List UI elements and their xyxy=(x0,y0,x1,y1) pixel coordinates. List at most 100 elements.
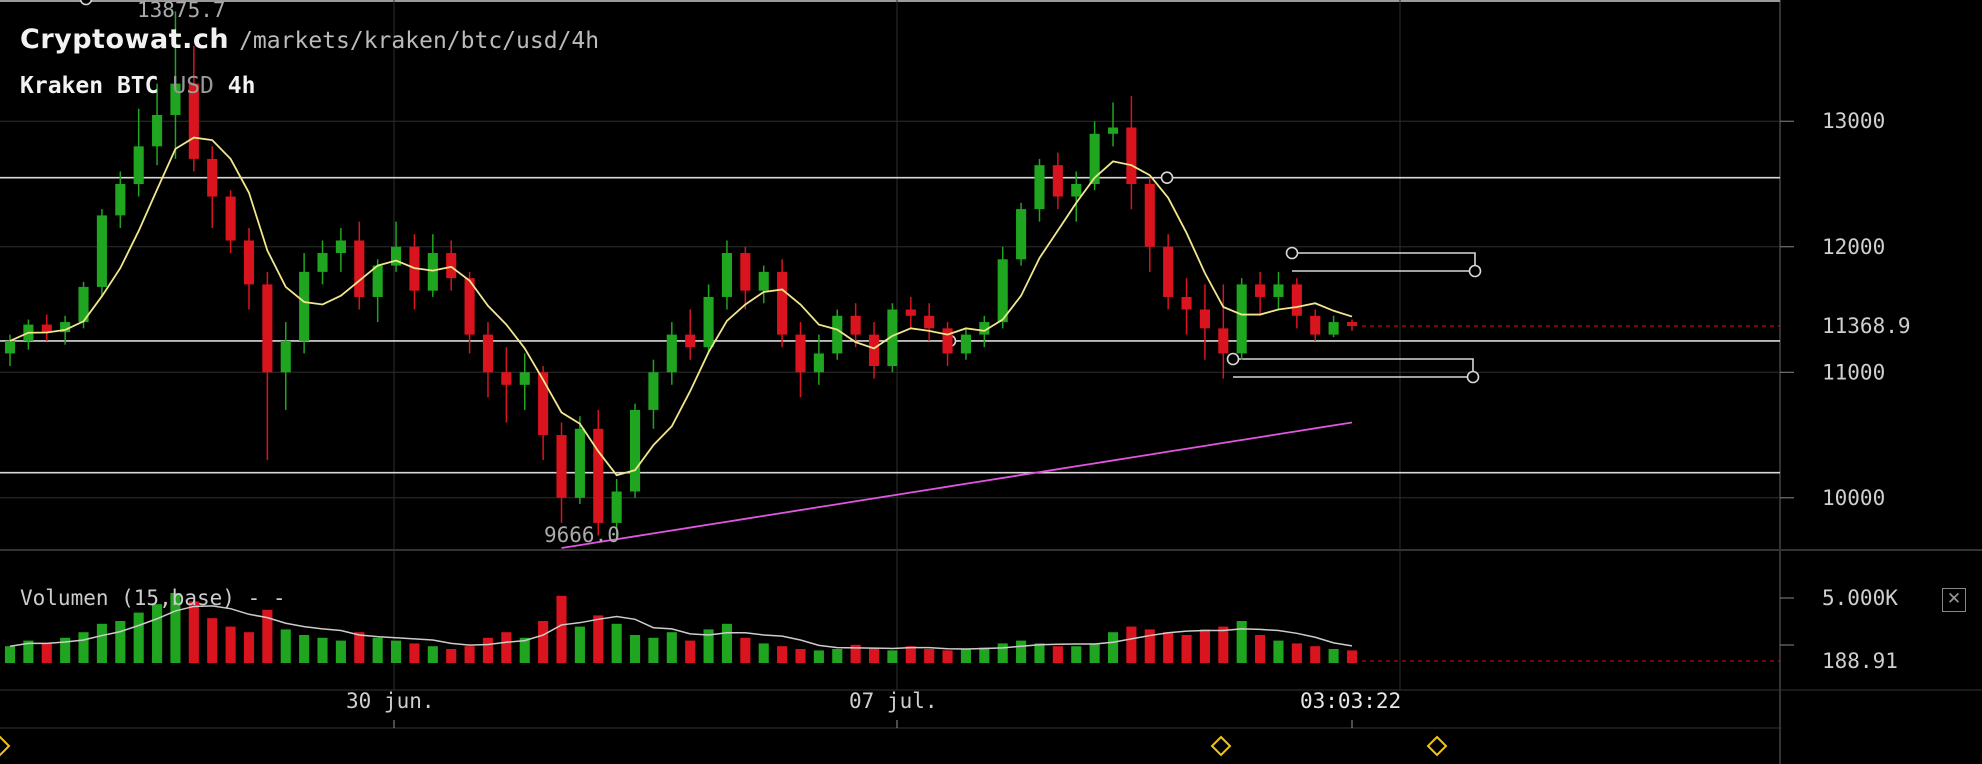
moving-averages xyxy=(9,136,1353,549)
rectangle-handle[interactable] xyxy=(1468,264,1482,278)
axes: 13000 12000 11000 10000 11368.9 13875.7 9666.0… xyxy=(137,0,1911,728)
candle-body xyxy=(666,334,677,373)
candle-body xyxy=(225,196,236,241)
volume-bar xyxy=(593,615,604,663)
volume-bar xyxy=(243,632,255,663)
volume-bar xyxy=(225,626,236,663)
volume-bar xyxy=(1016,640,1027,663)
rectangle-drawing[interactable] xyxy=(1292,252,1476,272)
event-marker-icon[interactable] xyxy=(1210,735,1232,757)
volume-bar xyxy=(1163,632,1174,663)
event-markers[interactable] xyxy=(0,735,1448,757)
volume-bar xyxy=(685,640,696,663)
line-handle[interactable] xyxy=(1160,171,1174,185)
volume-bar xyxy=(905,646,916,663)
interval-label: 4h xyxy=(227,73,256,99)
candle-body xyxy=(1236,284,1247,354)
volume-bar xyxy=(538,621,549,663)
candle-body xyxy=(335,240,346,254)
candle-body xyxy=(942,328,953,354)
volume-ma-line xyxy=(9,605,1353,650)
candle-body xyxy=(905,309,916,316)
candle-body xyxy=(501,372,512,385)
candle-body xyxy=(832,315,843,354)
volume-bar xyxy=(611,623,622,663)
volume-bar xyxy=(4,646,16,663)
rectangle-drawing[interactable] xyxy=(1233,358,1474,378)
line-handle[interactable] xyxy=(79,0,93,6)
candle-body xyxy=(464,278,475,335)
candle-body xyxy=(1089,133,1100,184)
close-icon[interactable]: ✕ xyxy=(1942,588,1966,612)
volume-bar xyxy=(78,632,89,663)
candle-body xyxy=(648,372,659,410)
volume-bar xyxy=(629,635,641,663)
candle-body xyxy=(538,372,549,436)
volume-indicator-label: Volumen (15,base) - - xyxy=(20,586,286,610)
candle-body xyxy=(78,286,89,323)
candle-body xyxy=(1291,284,1302,316)
candle-body xyxy=(1034,165,1045,210)
candle-body xyxy=(207,158,218,197)
rectangle-handle[interactable] xyxy=(1285,246,1299,260)
volume-bar xyxy=(960,649,972,663)
candle-body xyxy=(188,83,199,159)
candle-body xyxy=(593,428,604,523)
candle-body xyxy=(41,324,52,333)
candle-body xyxy=(758,271,769,291)
event-marker-icon[interactable] xyxy=(0,735,11,757)
candle-body xyxy=(1126,127,1137,184)
volume-bar xyxy=(60,637,71,663)
candle-body xyxy=(574,428,585,498)
candle-body xyxy=(997,259,1008,323)
volume-bar xyxy=(372,637,383,663)
price-tick-label: 13000 xyxy=(1822,109,1885,133)
brand-title[interactable]: Cryptowat.ch xyxy=(20,24,230,55)
event-marker-icon[interactable] xyxy=(1426,735,1448,757)
candle-body xyxy=(243,240,255,285)
volume-bar xyxy=(648,637,659,663)
candle-body xyxy=(868,334,880,366)
volume-bar xyxy=(1328,649,1339,663)
volume-bar xyxy=(1107,632,1119,663)
volume-bar xyxy=(280,629,291,663)
volume-bar xyxy=(519,637,530,663)
volume-bar xyxy=(795,649,806,663)
volume-bar xyxy=(997,643,1008,663)
candle-body xyxy=(1052,165,1063,197)
rectangle-handle[interactable] xyxy=(1466,370,1480,384)
candle-body xyxy=(299,271,310,341)
candle-body xyxy=(1346,322,1358,326)
candle-body xyxy=(1328,322,1339,335)
candle-body xyxy=(354,240,365,297)
candle-body xyxy=(1163,246,1174,297)
ma-slow-line xyxy=(561,421,1353,549)
candle-body xyxy=(795,334,806,373)
volume-bar xyxy=(1346,650,1358,663)
quote-asset: USD xyxy=(172,73,214,99)
low-price-label: 9666.0 xyxy=(544,523,620,547)
candle-body xyxy=(262,284,273,373)
candle-body xyxy=(1107,127,1119,134)
volume-bar xyxy=(832,649,843,663)
candle-body xyxy=(703,296,714,348)
candle-body xyxy=(924,315,935,329)
volume-bar xyxy=(1126,626,1137,663)
candle-body xyxy=(519,372,530,385)
rectangle-handle[interactable] xyxy=(1226,352,1240,366)
volume-bar xyxy=(427,646,438,663)
candle-body xyxy=(887,309,898,366)
candle-body xyxy=(133,146,144,184)
candle-body xyxy=(1199,309,1210,329)
volume-bar xyxy=(924,649,935,663)
volume-bar xyxy=(409,643,420,663)
candle-body xyxy=(960,334,972,354)
candle-body xyxy=(1181,296,1192,310)
candle-body xyxy=(152,114,163,147)
time-tick-label: 07 jul. xyxy=(849,689,938,713)
base-asset: BTC xyxy=(116,73,159,99)
candles xyxy=(4,11,1358,540)
volume-bar xyxy=(317,637,328,663)
volume-bar xyxy=(133,612,144,663)
